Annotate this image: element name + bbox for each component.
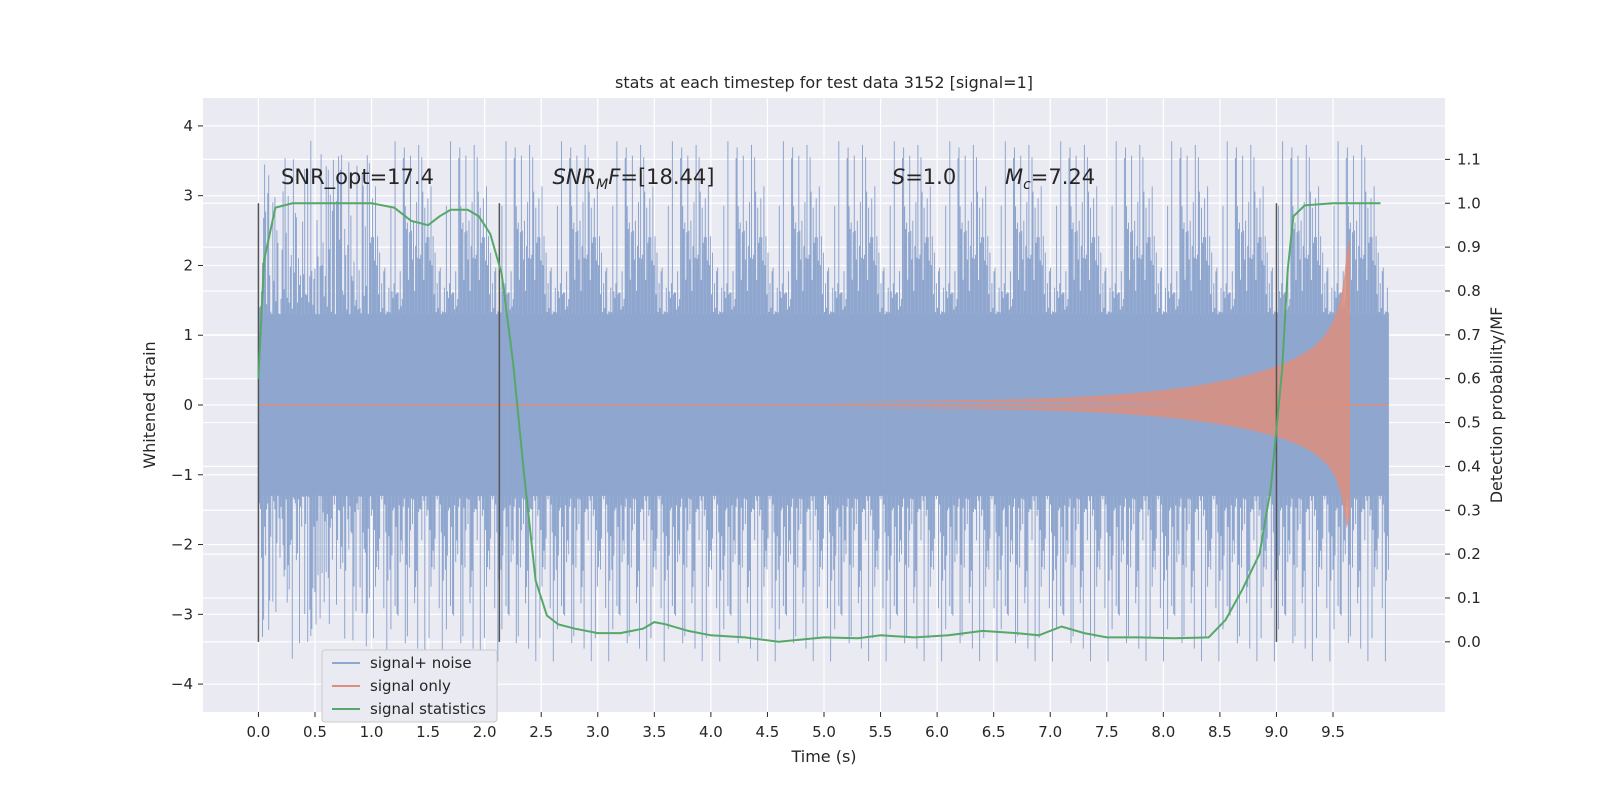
- annotation-subscript: M: [596, 177, 608, 193]
- annotation-main: SNR: [553, 165, 597, 189]
- annotation-main: M: [1005, 165, 1023, 189]
- y2-tick-label: 0.6: [1457, 370, 1481, 388]
- annotation-mc: Mc=7.24: [1005, 165, 1095, 193]
- annotation-main: SNR_opt=17.4: [281, 165, 434, 190]
- signal-series: [258, 237, 1389, 529]
- x-tick-label: 0.5: [303, 723, 327, 741]
- x-tick-label: 2.0: [473, 723, 497, 741]
- x-tick-label: 5.5: [869, 723, 893, 741]
- y2-tick-label: 0.0: [1457, 633, 1481, 651]
- y-tick-label: −3: [171, 605, 193, 623]
- y-axis-ticks: 4 3 2 1 0 −1 −2 −3 −4: [171, 117, 203, 693]
- annotations: SNR_opt=17.4 SNRMF=[18.44] S=1.0 Mc=7.24: [281, 165, 1095, 193]
- annotation-rest: F=[18.44]: [608, 165, 714, 189]
- x-tick-label: 8.5: [1208, 723, 1232, 741]
- y2-tick-label: 1.1: [1457, 150, 1481, 168]
- x-tick-label: 6.5: [982, 723, 1006, 741]
- y2-tick-label: 0.3: [1457, 501, 1481, 519]
- x-tick-label: 5.0: [812, 723, 836, 741]
- y2-tick-label: 0.1: [1457, 589, 1481, 607]
- x-tick-label: 4.0: [699, 723, 723, 741]
- y2-tick-label: 0.4: [1457, 457, 1481, 475]
- y2-tick-label: 0.8: [1457, 282, 1481, 300]
- annotation-s: S=1.0: [892, 165, 956, 189]
- chart-title: stats at each timestep for test data 315…: [615, 73, 1033, 92]
- y-tick-label: −4: [171, 675, 193, 693]
- y-tick-label: −1: [171, 466, 193, 484]
- y-tick-label: −2: [171, 536, 193, 554]
- legend-label-stats: signal statistics: [370, 700, 486, 718]
- y-axis-label: Whitened strain: [140, 341, 159, 468]
- y2-axis-label: Detection probability/MF: [1487, 307, 1506, 504]
- legend-label-noise: signal+ noise: [370, 654, 472, 672]
- y-tick-label: 2: [183, 256, 193, 274]
- annotation-main: S: [892, 165, 905, 189]
- x-tick-label: 1.0: [360, 723, 384, 741]
- annotation-snr_mf: SNRMF=[18.44]: [553, 165, 715, 193]
- y2-tick-label: 0.5: [1457, 414, 1481, 432]
- x-tick-label: 3.0: [586, 723, 610, 741]
- annotation-rest: =7.24: [1031, 165, 1095, 189]
- legend: signal+ noise signal only signal statist…: [321, 649, 498, 723]
- x-tick-label: 2.5: [529, 723, 553, 741]
- y-tick-label: 1: [183, 326, 193, 344]
- legend-box: [321, 649, 498, 723]
- annotation-snr_opt: SNR_opt=17.4: [281, 165, 434, 190]
- x-tick-label: 8.0: [1151, 723, 1175, 741]
- x-tick-label: 9.5: [1321, 723, 1345, 741]
- y2-tick-label: 0.7: [1457, 326, 1481, 344]
- y2-tick-label: 0.9: [1457, 238, 1481, 256]
- x-tick-label: 7.0: [1038, 723, 1062, 741]
- x-tick-label: 6.0: [925, 723, 949, 741]
- y2-axis-ticks: 1.1 1.0 0.9 0.8 0.7 0.6 0.5 0.4 0.3 0.2 0.1 0.0: [1445, 150, 1481, 651]
- x-tick-label: 7.5: [1095, 723, 1119, 741]
- y-tick-label: 0: [183, 396, 193, 414]
- x-axis-label: Time (s): [790, 747, 856, 766]
- annotation-rest: =1.0: [905, 165, 956, 189]
- chirp-envelope: [824, 237, 1353, 529]
- y-tick-label: 4: [183, 117, 193, 135]
- y2-tick-label: 0.2: [1457, 545, 1481, 563]
- x-tick-label: 9.0: [1265, 723, 1289, 741]
- statistics-line: [257, 202, 1381, 643]
- legend-label-signal: signal only: [370, 677, 451, 695]
- annotation-subscript: c: [1023, 177, 1031, 193]
- x-axis-ticks: 0.0 0.5 1.0 1.5 2.0 2.5 3.0 3.5 4.0 4.5 5.0 5.5 6.0 6…: [246, 712, 1345, 741]
- statistics-series: [257, 202, 1381, 643]
- x-tick-label: 3.5: [642, 723, 666, 741]
- x-tick-label: 0.0: [246, 723, 270, 741]
- y-tick-label: 3: [183, 187, 193, 205]
- x-tick-label: 1.5: [416, 723, 440, 741]
- y2-tick-label: 1.0: [1457, 194, 1481, 212]
- x-tick-label: 4.5: [756, 723, 780, 741]
